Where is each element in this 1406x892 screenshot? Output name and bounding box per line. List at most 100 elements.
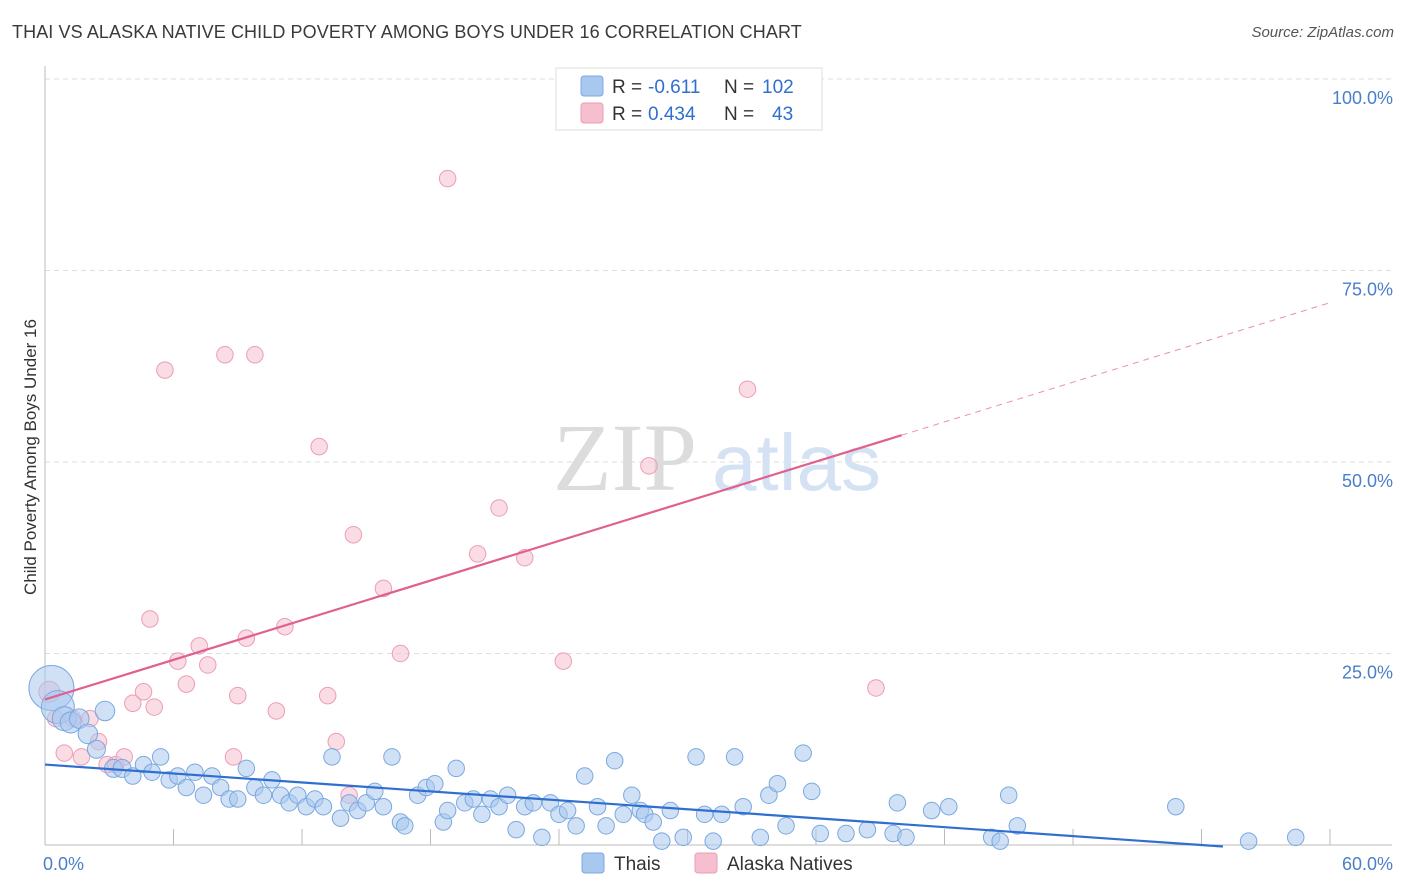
alaska-trend-line (44, 434, 902, 701)
legend-r-value-1: -0.611 (648, 77, 700, 98)
alaska-point-2 (55, 744, 74, 762)
bottom-legend-swatch-alaska (694, 852, 718, 874)
alaska-point-25 (276, 617, 294, 636)
thais-point-78 (713, 805, 731, 824)
thais-point-45 (426, 774, 444, 793)
legend-n-value-1: 102 (762, 77, 794, 98)
legend-n-value-2: 43 (772, 104, 793, 125)
thais-point-92 (897, 828, 915, 847)
thais-point-5 (77, 723, 99, 745)
thais-point-62 (567, 817, 585, 835)
thais-point-64 (588, 797, 607, 816)
y-tick-label-1: 50.0% (1342, 471, 1393, 491)
thais-point-63 (575, 767, 594, 785)
alaska-point-18 (199, 656, 217, 674)
thais-point-87 (811, 824, 830, 843)
thais-point-91 (888, 794, 907, 812)
thais-point-16 (177, 778, 196, 797)
thais-point-83 (768, 774, 787, 793)
thais-point-73 (661, 801, 680, 820)
thais-point-76 (695, 805, 714, 824)
legend-r-value-2: 0.434 (648, 104, 696, 125)
thais-point-51 (473, 805, 491, 824)
thais-point-96 (991, 832, 1009, 850)
thais-point-32 (314, 797, 333, 816)
alaska-point-35 (490, 499, 508, 517)
legend-r-label-2: R = (612, 104, 647, 125)
thais-point-86 (802, 782, 821, 801)
watermark: ZIP atlas (553, 404, 881, 511)
thais-point-67 (614, 805, 632, 824)
chart-source: Source: ZipAtlas.com (1251, 24, 1394, 41)
alaska-point-31 (374, 579, 393, 598)
y-tick-label-2: 75.0% (1342, 280, 1393, 300)
thais-point-61 (558, 801, 577, 820)
thais-point-99 (1167, 797, 1185, 816)
thais-point-93 (922, 801, 941, 820)
alaska-point-23 (246, 346, 264, 364)
legend-n-label-1: N = (724, 77, 759, 98)
thais-point-98 (1008, 817, 1027, 835)
x-tick-label-1: 60.0% (1342, 854, 1393, 874)
alaska-point-24 (267, 702, 286, 720)
thais-point-84 (777, 817, 795, 835)
watermark-zip: ZIP (553, 404, 697, 511)
y-tick-label-0: 25.0% (1342, 663, 1393, 683)
watermark-atlas: atlas (712, 418, 881, 507)
thais-point-33 (323, 748, 341, 766)
thais-point-94 (940, 797, 958, 816)
y-tick-label-3: 100.0% (1332, 88, 1393, 108)
thais-point-55 (507, 820, 525, 839)
thais-point-89 (858, 820, 877, 839)
trend-lines (44, 302, 1331, 848)
thais-point-100 (1239, 832, 1258, 850)
thais-point-48 (447, 759, 465, 778)
alaska-point-19 (216, 346, 234, 364)
legend-n-label-2: N = (724, 104, 759, 125)
legend-swatch-alaska (580, 102, 604, 124)
thais-point-74 (674, 828, 692, 847)
alaska-point-28 (327, 732, 346, 751)
alaska-point-10 (124, 694, 142, 713)
thais-point-47 (438, 801, 457, 820)
thais-point-17 (186, 763, 204, 781)
thais-point-88 (837, 824, 855, 843)
tick-labels: 25.0% 50.0% 75.0% 100.0% 0.0% 60.0% (43, 88, 1393, 874)
thais-point-75 (687, 748, 705, 766)
legend: R = -0.611 N = 102 R = 0.434 N = 43 (555, 67, 823, 131)
alaska-point-33 (438, 169, 457, 188)
thais-point-38 (366, 782, 384, 801)
alaska-point-20 (224, 748, 243, 766)
thais-point-13 (151, 748, 170, 766)
thais-point-97 (1000, 786, 1018, 804)
legend-r-label-1: R = (612, 77, 647, 98)
alaska-point-32 (391, 644, 410, 663)
y-axis-label: Child Poverty Among Boys Under 16 (21, 319, 40, 595)
legend-swatch-thais (580, 75, 604, 97)
thais-trend-line (44, 763, 1223, 848)
alaska-point-34 (468, 545, 487, 563)
thais-point-54 (498, 786, 517, 804)
thais-point-39 (374, 797, 393, 816)
bottom-legend: Thais Alaska Natives (581, 852, 853, 875)
chart-title: THAI VS ALASKA NATIVE CHILD POVERTY AMON… (12, 22, 802, 42)
thais-point-80 (734, 797, 752, 816)
alaska-point-4 (72, 748, 91, 766)
alaska-point-16 (177, 675, 196, 693)
alaska-point-14 (156, 361, 174, 379)
alaska-point-39 (738, 380, 757, 398)
thais-point-72 (653, 832, 671, 850)
thais-point-58 (533, 828, 551, 847)
alaska-point-30 (344, 526, 363, 544)
alaska-point-26 (310, 437, 328, 456)
bottom-legend-swatch-thais (581, 852, 605, 874)
alaska-point-37 (554, 652, 573, 670)
thais-point-23 (237, 759, 256, 778)
alaska-point-40 (867, 679, 885, 697)
grid-lines (45, 78, 1392, 654)
alaska-point-21 (229, 686, 247, 705)
alaska-point-12 (141, 610, 159, 628)
thais-point-7 (94, 700, 116, 722)
alaska-trend-extension (901, 302, 1331, 436)
